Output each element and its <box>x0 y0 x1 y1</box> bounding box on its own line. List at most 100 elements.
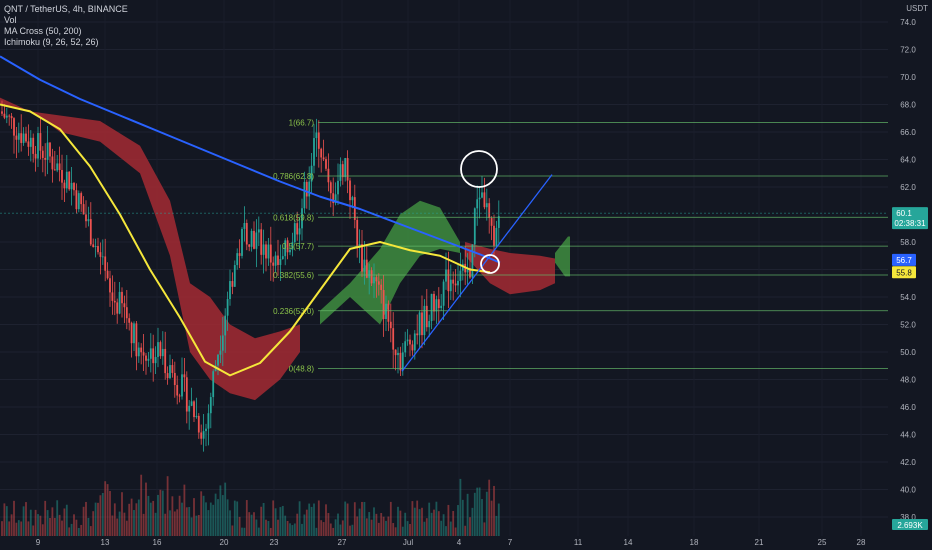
volume-bar <box>373 507 375 536</box>
candle-body <box>406 339 409 342</box>
volume-bar <box>224 482 227 536</box>
candle-body <box>130 322 133 344</box>
candle-body <box>63 182 66 189</box>
badge-volume-value: 2.693K <box>897 521 923 530</box>
volume-bar <box>387 516 390 536</box>
candle-body <box>250 230 253 247</box>
volume-bar <box>440 520 443 536</box>
candle-body <box>73 182 75 191</box>
candle-body <box>248 244 251 247</box>
volume-bar <box>358 508 361 536</box>
volume-bar <box>44 500 47 536</box>
volume-bar <box>310 506 313 536</box>
candle-body <box>430 293 433 322</box>
y-tick-label: 52.0 <box>900 321 916 330</box>
volume-bar <box>207 510 210 536</box>
candle-body <box>243 222 246 229</box>
volume-bar <box>301 523 303 536</box>
volume-bar <box>375 513 378 536</box>
volume-bar <box>423 521 426 536</box>
volume-bar <box>200 491 203 536</box>
volume-bar <box>413 507 416 536</box>
volume-bar <box>305 509 308 536</box>
volume-bar <box>469 517 471 536</box>
candle-body <box>197 415 200 433</box>
candle-body <box>442 281 445 306</box>
candle-body <box>32 137 35 154</box>
candle-body <box>416 333 419 336</box>
drawings[interactable] <box>401 150 553 372</box>
candle-body <box>209 397 212 414</box>
indicator-ma-cross[interactable]: MA Cross (50, 200) <box>4 26 82 36</box>
volume-bar <box>87 517 90 536</box>
volume-bar <box>10 514 13 536</box>
volume-bar <box>435 501 438 536</box>
candle-body <box>128 318 131 323</box>
candle-body <box>53 169 56 171</box>
y-tick-label: 68.0 <box>900 101 916 110</box>
candle-body <box>423 305 426 336</box>
volume-bar <box>428 502 431 536</box>
candle-body <box>437 299 440 309</box>
candle-body <box>25 133 27 142</box>
volume-bar <box>433 509 435 536</box>
candle-body <box>281 256 284 260</box>
volume-bar <box>65 504 68 536</box>
fib-label: 0.786(62.8) <box>273 172 314 181</box>
volume-bar <box>164 513 167 536</box>
volume-bar <box>82 506 85 536</box>
candle-body <box>310 165 313 182</box>
volume-bar <box>73 514 75 536</box>
volume-bar <box>346 503 349 536</box>
candle-body <box>133 323 135 344</box>
ma50-line <box>0 103 491 377</box>
volume-bar <box>291 525 294 536</box>
symbol-title[interactable]: QNT / TetherUS, 4h, BINANCE <box>4 4 128 14</box>
volume-bar <box>425 518 428 536</box>
fib-label: 1(66.7) <box>289 118 315 127</box>
volume-bar <box>245 500 248 536</box>
candle-body <box>435 299 438 312</box>
indicator-ichimoku[interactable]: Ichimoku (9, 26, 52, 26) <box>4 37 99 47</box>
volume-bar <box>15 522 18 536</box>
candle-body <box>241 228 243 256</box>
x-tick-label: 25 <box>818 538 827 547</box>
indicator-vol[interactable]: Vol <box>4 15 17 25</box>
chart-legend: QNT / TetherUS, 4h, BINANCE Vol MA Cross… <box>4 4 128 48</box>
fibonacci-levels[interactable]: 1(66.7) 0.786(62.8) 0.618(59.8) 0.5(57.7) 0.… <box>273 118 888 374</box>
candle-body <box>452 279 455 284</box>
x-tick-label: 23 <box>270 538 279 547</box>
volume-bar <box>416 500 419 536</box>
x-tick-label: 4 <box>457 538 462 547</box>
volume-bar <box>152 500 155 536</box>
volume-bar <box>481 499 483 536</box>
candle-body <box>8 115 11 117</box>
volume-bar <box>430 512 433 536</box>
candle-body <box>82 204 85 215</box>
y-tick-label: 58.0 <box>900 238 916 247</box>
price-badges: 60.102:38:31 56.7 55.8 2.693K <box>0 207 928 530</box>
candle-body <box>260 229 263 255</box>
candle-body <box>17 133 20 140</box>
candle-body <box>411 344 414 351</box>
candle-body <box>37 133 39 159</box>
volume-bar <box>370 519 373 536</box>
candle-body <box>181 374 183 397</box>
candle-body <box>337 180 339 195</box>
volume-bar <box>248 512 251 536</box>
fib-label: 0(48.8) <box>289 365 315 374</box>
candle-body <box>58 163 61 171</box>
volume-bar <box>277 519 279 536</box>
volume-bar <box>308 503 311 536</box>
candle-body <box>140 347 143 353</box>
y-tick-label: 38.0 <box>900 513 916 522</box>
candle-body <box>176 385 179 396</box>
candle-body <box>39 133 42 151</box>
candle-body <box>298 228 301 235</box>
volume-bar <box>241 527 243 536</box>
candle-body <box>178 395 181 397</box>
candlesticks <box>1 100 500 452</box>
volume-bar <box>389 501 392 536</box>
time-axis[interactable]: 9 13 16 20 23 27 Jul 4 7 11 14 18 21 25 28 <box>36 538 866 547</box>
